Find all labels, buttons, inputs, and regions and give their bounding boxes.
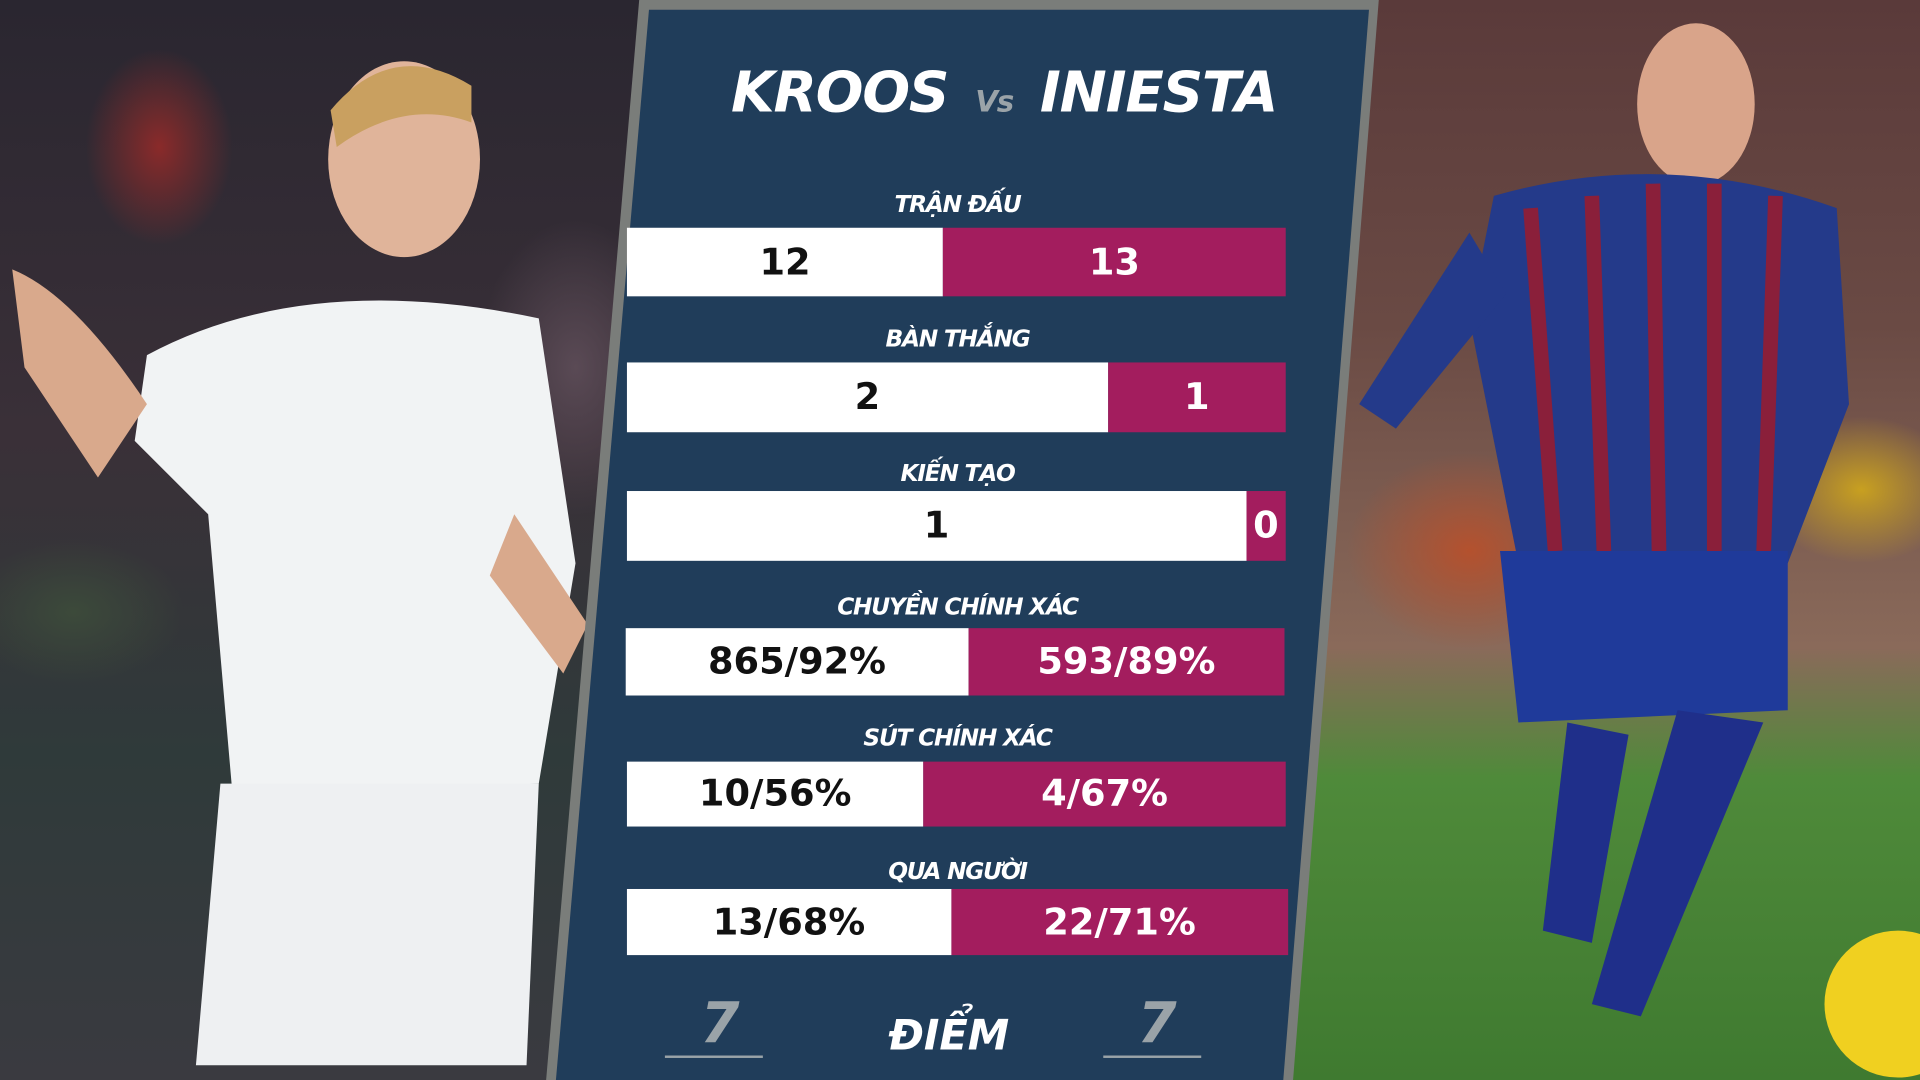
title: KROOS Vs INIESTA — [637, 59, 1372, 125]
stat-left-value: 12 — [626, 227, 944, 297]
stat-label: CHUYỀN CHÍNH XÁC — [837, 593, 1079, 621]
rating-label: ĐIỂM — [888, 1011, 1010, 1061]
stat-label: KIẾN TẠO — [900, 460, 1016, 488]
stat-label: SÚT CHÍNH XÁC — [863, 724, 1052, 752]
kroos-photo — [0, 0, 686, 1080]
player-left-name: KROOS — [731, 58, 949, 125]
player-right-name: INIESTA — [1039, 58, 1278, 125]
rating-left: 7 — [700, 989, 740, 1056]
stat-left-value: 1 — [626, 491, 1247, 561]
stat-right-value: 0 — [1246, 491, 1286, 561]
stat-label: QUA NGƯỜI — [888, 858, 1028, 886]
stat-right-value: 13 — [943, 227, 1286, 297]
rating-right: 7 — [1137, 989, 1177, 1056]
stat-label: BÀN THẮNG — [885, 325, 1030, 353]
stat-left-value: 2 — [626, 362, 1108, 433]
stat-bar: 10/56% 4/67% — [626, 761, 1286, 827]
iniesta-figure — [1359, 23, 1920, 1078]
kroos-figure — [12, 61, 588, 1066]
stat-left-value: 865/92% — [625, 628, 969, 696]
stat-bar: 12 13 — [626, 227, 1286, 297]
stat-right-value: 22/71% — [950, 888, 1289, 956]
stat-bar: 865/92% 593/89% — [625, 628, 1285, 696]
stat-left-value: 13/68% — [626, 888, 951, 956]
iniesta-photo — [1273, 0, 1920, 1080]
vs-label: Vs — [975, 84, 1014, 119]
stat-right-value: 4/67% — [923, 761, 1286, 827]
rating-left-underline — [664, 1055, 763, 1058]
stat-label: TRẬN ĐẤU — [894, 191, 1021, 218]
rating-right-underline — [1103, 1055, 1202, 1058]
stat-right-value: 593/89% — [968, 628, 1285, 696]
stat-bar: 13/68% 22/71% — [626, 888, 1289, 956]
stat-left-value: 10/56% — [626, 761, 924, 827]
stat-right-value: 1 — [1107, 362, 1286, 433]
